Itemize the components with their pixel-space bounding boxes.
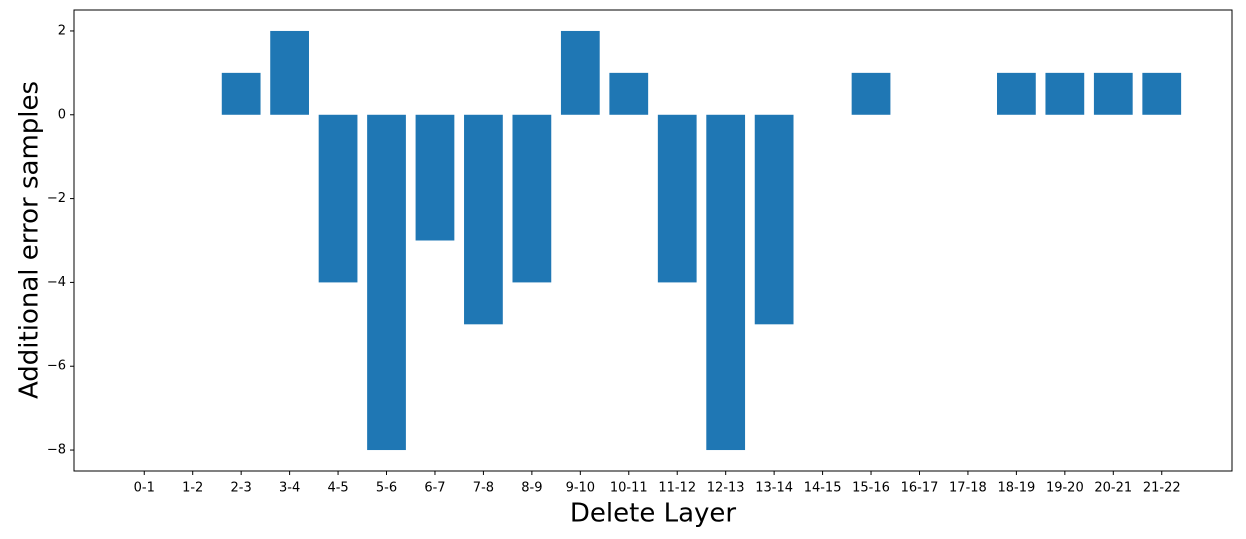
x-tick-label: 16-17 xyxy=(901,481,939,496)
x-tick-label: 10-11 xyxy=(610,481,648,496)
x-tick-label: 6-7 xyxy=(424,481,445,496)
bar xyxy=(657,114,697,283)
bar xyxy=(1093,72,1133,115)
bar xyxy=(706,114,746,451)
x-tick-label: 3-4 xyxy=(279,481,300,496)
x-tick-label: 2-3 xyxy=(231,481,252,496)
bar xyxy=(851,72,891,115)
bar xyxy=(270,30,309,115)
x-tick-label: 11-12 xyxy=(658,481,696,496)
bar xyxy=(415,114,455,241)
x-tick-label: 5-6 xyxy=(376,481,397,496)
bar xyxy=(318,114,358,283)
bar xyxy=(1045,72,1085,115)
bar xyxy=(512,114,552,283)
bar xyxy=(1142,72,1182,115)
y-tick-label: −8 xyxy=(47,443,66,458)
x-tick-label: 18-19 xyxy=(997,481,1035,496)
x-axis-label: Delete Layer xyxy=(570,499,736,529)
x-tick-label: 15-16 xyxy=(852,481,890,496)
y-tick-label: −4 xyxy=(47,275,66,290)
x-tick-label: 4-5 xyxy=(327,481,348,496)
y-tick-label: −2 xyxy=(47,191,66,206)
x-tick-label: 12-13 xyxy=(707,481,745,496)
bar xyxy=(754,114,794,325)
x-tick-label: 0-1 xyxy=(134,481,155,496)
x-tick-label: 17-18 xyxy=(949,481,987,496)
y-tick-label: −6 xyxy=(47,359,66,374)
x-tick-label: 1-2 xyxy=(182,481,203,496)
x-tick-label: 20-21 xyxy=(1094,481,1132,496)
x-tick-label: 7-8 xyxy=(473,481,494,496)
x-tick-label: 19-20 xyxy=(1046,481,1084,496)
y-axis-label: Additional error samples xyxy=(15,81,45,399)
x-tick-label: 8-9 xyxy=(521,481,542,496)
bar xyxy=(609,72,649,115)
plot-frame xyxy=(73,9,1233,472)
bar xyxy=(367,114,406,451)
bar xyxy=(221,72,261,115)
x-tick-label: 9-10 xyxy=(566,481,596,496)
x-tick-label: 14-15 xyxy=(804,481,842,496)
bar xyxy=(560,30,600,115)
x-tick-label: 13-14 xyxy=(755,481,793,496)
x-tick-label: 21-22 xyxy=(1143,481,1181,496)
y-tick-label: 0 xyxy=(58,107,66,122)
y-tick-label: 2 xyxy=(58,23,66,38)
bar xyxy=(464,114,503,325)
bar xyxy=(997,72,1036,115)
